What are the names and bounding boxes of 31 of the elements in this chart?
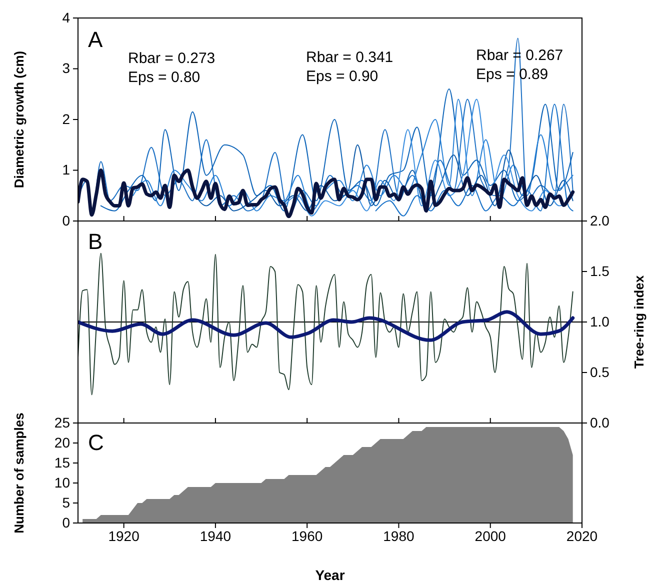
y-tick-label: 15 xyxy=(54,454,70,470)
y-tick-label: 1 xyxy=(62,162,70,178)
annotation: A xyxy=(88,27,103,52)
x-tick-label: 1920 xyxy=(108,528,140,544)
y-tick-label: 0.5 xyxy=(590,364,610,380)
x-axis-title: Year xyxy=(315,567,346,583)
y-tick-label: 5 xyxy=(62,494,70,510)
y-tick-label: 3 xyxy=(62,60,70,76)
x-tick-label: 1940 xyxy=(200,528,232,544)
x-tick-label: 2020 xyxy=(566,528,598,544)
x-tick-label: 2000 xyxy=(474,528,506,544)
y-tick-label: 10 xyxy=(54,474,70,490)
y-tick-label: 25 xyxy=(54,414,70,430)
y-tick-label: 2.0 xyxy=(590,212,610,228)
y-tick-label: 0 xyxy=(62,212,70,228)
annotation: B xyxy=(88,229,103,254)
annotation: Rbar = 0.273 Eps = 0.80 xyxy=(128,50,216,86)
annotation: C xyxy=(88,430,104,455)
y-axis-title: Tree-ring index xyxy=(631,274,646,369)
x-tick-label: 1960 xyxy=(292,528,323,544)
x-tick-label: 1980 xyxy=(383,528,415,544)
y-tick-label: 1.5 xyxy=(590,262,610,279)
y-tick-label: 1.0 xyxy=(590,313,610,330)
y-axis-title: Diametric growth (cm) xyxy=(11,50,26,188)
y-tick-label: 2 xyxy=(62,110,70,127)
y-tick-label: 4 xyxy=(62,9,70,26)
y-tick-label: 0.0 xyxy=(590,414,610,430)
annotation: Rbar = 0.341 Eps = 0.90 xyxy=(306,49,394,85)
y-tick-label: 0 xyxy=(62,514,70,530)
y-tick-label: 20 xyxy=(54,434,70,450)
y-axis-title: Number of samples xyxy=(11,412,26,534)
